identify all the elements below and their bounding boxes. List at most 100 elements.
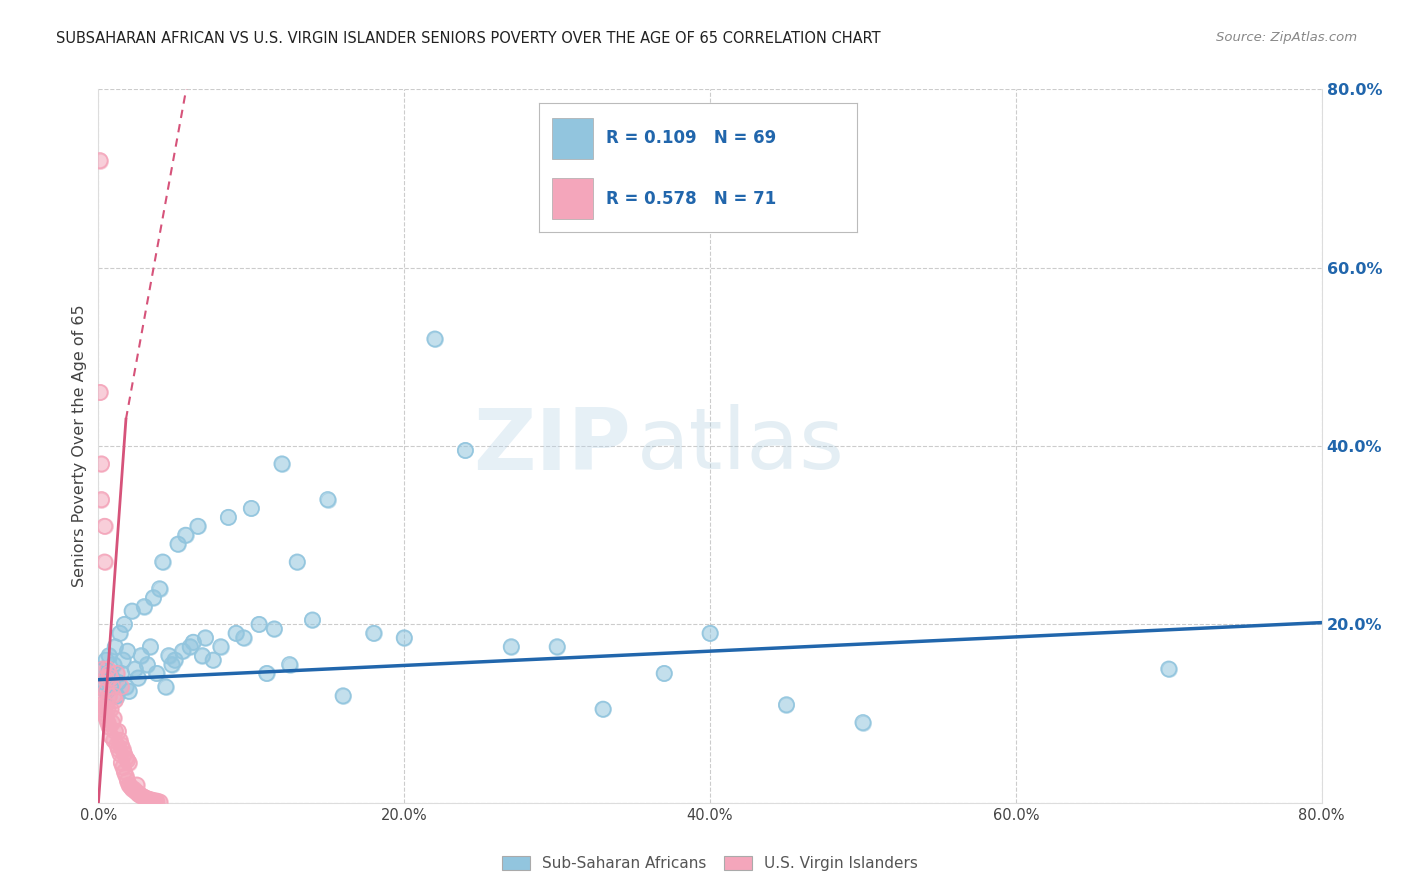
Y-axis label: Seniors Poverty Over the Age of 65: Seniors Poverty Over the Age of 65 — [72, 305, 87, 587]
Point — [94, 711, 117, 725]
Point — [100, 671, 122, 685]
Point — [89, 153, 111, 168]
Point — [103, 711, 125, 725]
Point — [124, 662, 146, 676]
Point — [209, 640, 232, 654]
Point — [91, 680, 114, 694]
Point — [105, 738, 128, 752]
Point — [115, 769, 138, 783]
Text: Source: ZipAtlas.com: Source: ZipAtlas.com — [1216, 31, 1357, 45]
Point — [141, 793, 163, 807]
Point — [112, 617, 135, 632]
Point — [112, 764, 135, 779]
Point — [127, 671, 149, 685]
Point — [90, 698, 112, 712]
Point — [127, 787, 149, 801]
Point — [101, 680, 124, 694]
Point — [94, 671, 117, 685]
Point — [100, 680, 122, 694]
Point — [124, 784, 146, 798]
Point — [110, 756, 132, 770]
Point — [94, 698, 117, 712]
Point — [117, 753, 139, 767]
Point — [316, 492, 339, 507]
Point — [194, 631, 217, 645]
Point — [157, 648, 180, 663]
Point — [142, 794, 165, 808]
Point — [90, 457, 112, 471]
Point — [775, 698, 797, 712]
Point — [172, 644, 194, 658]
Point — [157, 648, 180, 663]
Point — [89, 385, 111, 400]
Point — [98, 689, 121, 703]
Point — [98, 689, 121, 703]
Point — [118, 684, 141, 698]
Point — [111, 760, 134, 774]
Point — [101, 671, 124, 685]
Point — [124, 784, 146, 798]
Point — [110, 666, 132, 681]
Point — [136, 792, 159, 806]
Point — [454, 443, 477, 458]
Point — [98, 720, 121, 734]
Point — [91, 662, 114, 676]
Point — [145, 794, 167, 808]
Point — [105, 666, 128, 681]
Point — [111, 653, 134, 667]
Point — [93, 555, 115, 569]
Point — [139, 793, 162, 807]
Point — [121, 781, 143, 796]
Point — [100, 702, 122, 716]
Point — [155, 680, 177, 694]
Point — [149, 795, 172, 809]
Point — [501, 640, 523, 654]
Point — [316, 492, 339, 507]
Point — [179, 640, 201, 654]
Point — [117, 773, 139, 788]
Point — [174, 528, 197, 542]
Point — [115, 751, 138, 765]
Point — [225, 626, 247, 640]
Point — [127, 787, 149, 801]
Point — [100, 702, 122, 716]
Point — [592, 702, 614, 716]
Point — [652, 666, 675, 681]
Point — [163, 653, 186, 667]
Point — [136, 657, 159, 672]
Point — [91, 693, 114, 707]
Point — [363, 626, 385, 640]
Point — [699, 626, 721, 640]
Point — [181, 635, 204, 649]
Point — [103, 733, 125, 747]
Point — [392, 631, 416, 645]
Point — [139, 640, 162, 654]
Point — [100, 729, 122, 743]
Point — [89, 385, 111, 400]
Point — [392, 631, 416, 645]
Point — [107, 742, 129, 756]
Point — [104, 640, 127, 654]
Point — [145, 666, 167, 681]
Point — [138, 792, 160, 806]
Point — [98, 666, 121, 681]
Point — [270, 457, 292, 471]
Point — [121, 604, 143, 618]
Point — [332, 689, 354, 703]
Point — [152, 555, 174, 569]
Point — [128, 788, 150, 802]
Point — [128, 788, 150, 802]
Point — [174, 528, 197, 542]
Point — [97, 715, 120, 730]
Point — [104, 693, 127, 707]
Point — [103, 689, 125, 703]
Point — [167, 537, 190, 551]
Point — [423, 332, 446, 346]
Point — [94, 671, 117, 685]
Point — [143, 794, 166, 808]
Point — [91, 662, 114, 676]
Point — [94, 684, 117, 698]
Point — [105, 689, 128, 703]
Point — [1157, 662, 1180, 676]
Text: atlas: atlas — [637, 404, 845, 488]
